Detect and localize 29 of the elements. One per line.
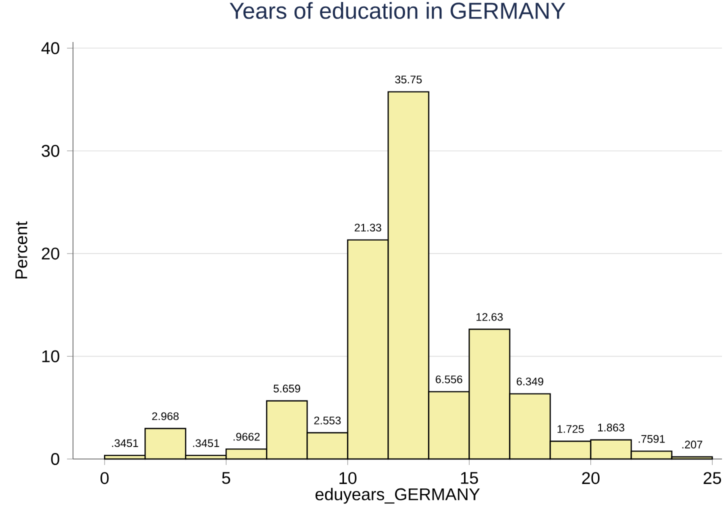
data-label: 12.63 (476, 313, 503, 321)
data-label: 5.659 (274, 384, 300, 392)
y-tick-label: 20 (42, 248, 60, 260)
x-tick-label: 20 (582, 472, 600, 484)
y-tick-label: 10 (42, 350, 60, 362)
data-label: .9662 (234, 432, 260, 441)
data-label: 35.75 (395, 76, 422, 84)
y-tick-label: 30 (42, 144, 60, 157)
data-label: .3451 (193, 439, 220, 448)
data-label: 21.33 (354, 224, 382, 232)
y-axis-title: Percent (15, 221, 28, 278)
data-label: 2.968 (152, 412, 179, 420)
x-tick-label: 0 (100, 472, 109, 484)
data-label: .207 (682, 440, 702, 448)
x-tick-label: 15 (461, 472, 478, 484)
data-label: 1.725 (558, 425, 584, 433)
x-tick-label: 5 (222, 472, 230, 484)
data-label: 6.556 (436, 375, 462, 384)
x-tick-label: 10 (340, 472, 356, 484)
x-axis-title: eduyears_GERMANY (316, 488, 480, 504)
data-label: 1.863 (598, 424, 624, 432)
x-tick-label: 25 (704, 472, 722, 484)
data-label: .7591 (638, 435, 665, 443)
data-label: 2.553 (314, 416, 341, 424)
chart-title: Years of education in GERMANY (230, 2, 566, 19)
y-tick-label: 40 (41, 42, 60, 54)
y-tick-label: 0 (51, 452, 60, 466)
data-label: 6.349 (516, 378, 544, 386)
data-label: .3451 (112, 439, 138, 448)
